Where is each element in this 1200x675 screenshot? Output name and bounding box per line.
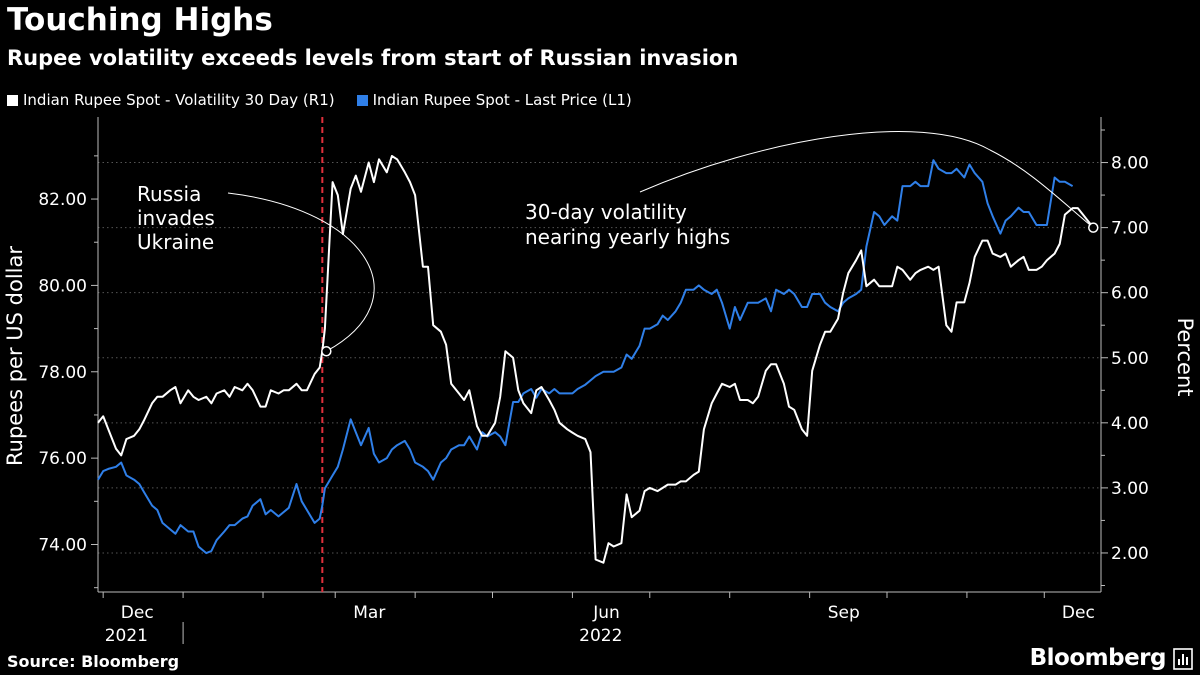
chart-subtitle: Rupee volatility exceeds levels from sta… <box>7 46 739 70</box>
left-axis-title: Rupees per US dollar <box>3 246 27 466</box>
x-tick-label-4: Dec <box>1062 603 1095 623</box>
left-tick-label-4: 82.00 <box>38 190 87 210</box>
left-tick-label-0: 74.00 <box>38 536 87 556</box>
invasion-label-line-2: Ukraine <box>137 230 214 254</box>
legend-swatch-price <box>356 94 368 106</box>
x-tick-label-1: Mar <box>353 603 385 623</box>
invasion-label-line-1: invades <box>137 206 215 230</box>
right-tick-label-2: 4.00 <box>1111 414 1149 434</box>
x-year-label-0: 2021 <box>105 626 148 646</box>
x-tick-label-3: Sep <box>828 603 860 623</box>
invasion-label-line-0: Russia <box>137 182 201 206</box>
chart-title: Touching Highs <box>7 2 273 38</box>
legend-label-price: Indian Rupee Spot - Last Price (L1) <box>372 91 632 109</box>
volatility-line <box>97 155 1095 564</box>
volatility-marker <box>1088 222 1099 233</box>
x-year-label-1: 2022 <box>579 626 622 646</box>
bloomberg-terminal-icon <box>1173 648 1193 670</box>
right-tick-label-6: 8.00 <box>1111 154 1149 174</box>
left-tick-label-2: 78.00 <box>38 363 87 383</box>
volatility-label-line-1: nearing yearly highs <box>525 225 730 249</box>
x-tick-label-0: Dec <box>121 603 154 623</box>
invasion-leader-line <box>227 192 375 352</box>
left-tick-label-1: 76.00 <box>38 449 87 469</box>
rupee-price-line <box>97 159 1074 555</box>
legend: Indian Rupee Spot - Volatility 30 Day (R… <box>7 91 654 109</box>
right-tick-label-4: 6.00 <box>1111 284 1149 304</box>
legend-item-price: Indian Rupee Spot - Last Price (L1) <box>356 91 632 109</box>
invasion-marker <box>321 345 332 357</box>
right-tick-label-0: 2.00 <box>1111 544 1149 564</box>
left-tick-label-3: 80.00 <box>38 276 87 296</box>
bloomberg-logo: Bloomberg <box>1029 645 1167 671</box>
right-tick-label-5: 7.00 <box>1111 219 1149 239</box>
legend-swatch-volatility <box>7 94 18 106</box>
volatility-label-line-0: 30-day volatility <box>525 200 687 224</box>
right-tick-label-1: 3.00 <box>1111 479 1149 499</box>
legend-label-volatility: Indian Rupee Spot - Volatility 30 Day (R… <box>23 91 335 109</box>
x-tick-label-2: Jun <box>592 603 620 623</box>
source-note: Source: Bloomberg <box>7 652 180 671</box>
right-tick-label-3: 5.00 <box>1111 349 1149 369</box>
legend-item-volatility: Indian Rupee Spot - Volatility 30 Day (R… <box>7 91 335 109</box>
volatility-leader-line <box>639 131 1094 229</box>
right-axis-title: Percent <box>1173 317 1197 396</box>
